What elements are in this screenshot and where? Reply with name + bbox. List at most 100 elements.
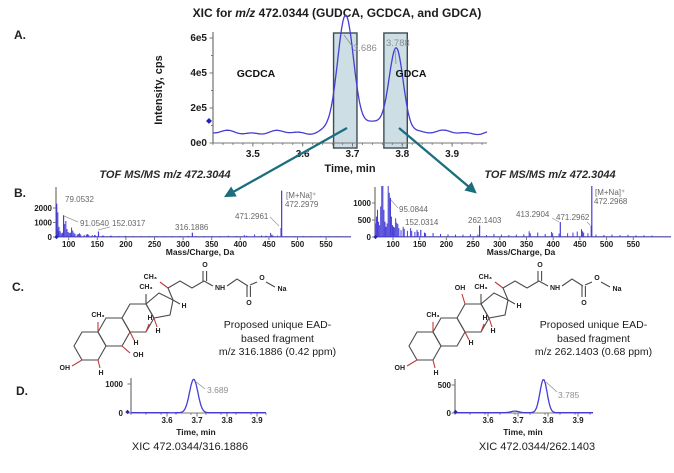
x-tick-label: 3.8 [542,416,554,425]
compound-label: GCDCA [237,68,276,80]
x-axis-title: Mass/Charge, Da [166,247,235,257]
x-tick-label: 450 [573,240,587,249]
atom-h17: H [516,303,521,310]
retention-time-label: 3.788 [386,38,410,49]
x-tick-label: 3.7 [191,416,203,425]
x-tick-label: 200 [440,240,454,249]
panel-label-c: C. [12,280,24,294]
x-tick-label: 3.6 [482,416,494,425]
y-tick-label: 500 [358,216,372,225]
x-tick-label: 3.9 [572,416,584,425]
atom-nh: NH [550,285,560,292]
mass-label: 95.0844 [399,205,428,214]
atom-ch18: CH₃ [139,284,152,291]
x-tick-label: 250 [466,240,480,249]
fragment-caption-right: Proposed unique EAD- based fragment m/z … [534,319,653,358]
compound-label: GDCA [396,68,427,80]
x-tick-label: 3.9 [251,416,263,425]
msms-spectrum-left: 100 150 200 250 300 350 400 450 500 550 0 1000 2000 7… [34,187,351,257]
atom-h14: H [155,328,160,335]
y-tick-label: 0 [48,233,53,242]
atom-h5: H [433,370,438,377]
fragment-caption-left: Proposed unique EAD- based fragment m/z … [218,319,337,358]
y-axis-title: Intensity, cps [153,55,165,124]
mass-label: 472.2979 [285,200,319,209]
atom-h14: H [490,328,495,335]
x-tick-label: 200 [119,240,133,249]
x-tick-label: 3.7 [346,149,360,160]
x-axis-title: Time, min [176,427,216,437]
x-tick-label: 150 [91,240,105,249]
mass-label: 79.0532 [65,195,94,204]
x-tick-label: 100 [62,240,76,249]
atom-h8: H [482,315,487,322]
atom-ch21: CH₃ [144,274,157,281]
atom-ch18: CH₃ [474,284,487,291]
axes [127,378,267,417]
atom-ch19: CH₃ [426,312,439,319]
marker-diamond [373,234,378,240]
atom-h9: H [468,340,473,347]
adduct-label: [M+Na]⁺ [286,191,316,200]
chromatogram-trace [454,378,594,414]
x-axis-title: Mass/Charge, Da [487,247,556,257]
atom-h17: H [181,303,186,310]
x-tick-label: 400 [547,240,561,249]
adduct-label: [M+Na]⁺ [595,188,625,197]
atom-oh7: OH [133,352,144,359]
atom-o-acid: O [246,300,252,307]
highlight-box [383,32,408,149]
mass-label: 262.1403 [468,216,502,225]
x-tick-label: 400 [234,240,248,249]
atom-o-ester: O [594,275,600,282]
marker-diamond [206,117,212,124]
xic-caption-right: XIC 472.0344/262.1403 [478,441,596,453]
x-tick-label: 500 [600,240,614,249]
retention-time-label: 3.785 [558,390,580,400]
marker-diamond [54,234,59,240]
peak-sticks [374,186,653,237]
xic-chromatogram: 3.5 3.6 3.7 3.8 3.9 0e0 2e5 4e5 6e5 3.686 3.788 GCD… [153,14,488,175]
atom-o-acid: O [581,300,587,307]
atom-o-ester: O [259,275,265,282]
y-tick-label: 4e5 [190,68,207,79]
y-tick-label: 1000 [34,218,52,227]
msms-title-right: TOF MS/MS m/z 472.3044 [484,169,616,181]
x-tick-label: 300 [493,240,507,249]
x-tick-label: 450 [262,240,276,249]
retention-time-label: 3.686 [353,43,377,54]
mass-label: 413.2904 [516,210,550,219]
x-tick-label: 550 [627,240,641,249]
atom-na: Na [278,286,287,293]
x-tick-label: 500 [291,240,305,249]
atom-na: Na [613,286,622,293]
y-tick-label: 500 [438,381,452,390]
x-tick-label: 3.9 [445,149,459,160]
panel-label-d: D. [16,384,28,398]
atom-h8: H [147,315,152,322]
atom-oh3: OH [395,365,406,372]
atom-oh12: OH [455,285,466,292]
fragment-bonds [71,281,169,369]
atom-h9: H [133,340,138,347]
x-tick-label: 3.8 [395,149,409,160]
peak-sticks [56,190,339,237]
atom-o-amide: O [202,262,208,269]
y-tick-label: 0 [367,233,372,242]
y-tick-label: 0 [447,409,452,418]
x-tick-label: 100 [386,240,400,249]
msms-spectrum-right: 100 150 200 250 300 350 400 450 500 550 0 500 1000 95… [353,186,671,257]
fragment-xic-left: 3.6 3.7 3.8 3.9 0 1000 3.689 Time, min [105,378,267,437]
atom-ch21: CH₃ [479,274,492,281]
x-tick-label: 300 [176,240,190,249]
axes [53,187,351,240]
mass-label: 91.0540 [80,219,109,228]
y-tick-label: 2000 [34,204,52,213]
x-tick-label: 250 [148,240,162,249]
fragment-bonds [406,281,504,369]
atom-nh: NH [215,285,225,292]
y-tick-label: 1000 [105,380,123,389]
x-tick-label: 3.6 [296,149,310,160]
structure-gcdca: OH H CH₃ H H H OH CH₃ H CH₃ NH O O O Na [60,262,287,377]
x-tick-label: 3.6 [161,416,173,425]
